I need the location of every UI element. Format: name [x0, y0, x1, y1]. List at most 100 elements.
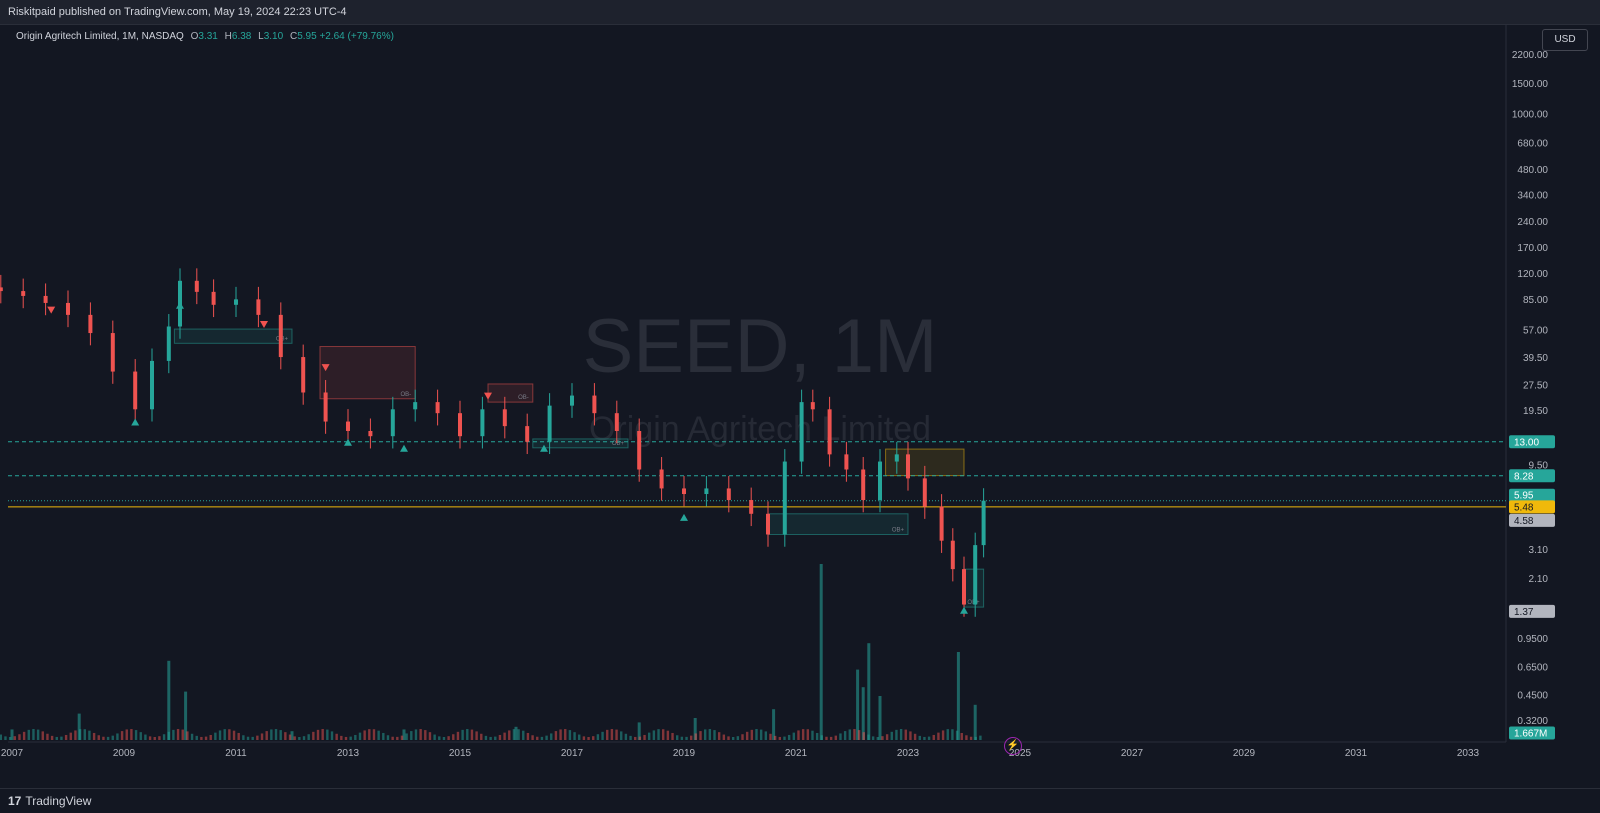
volume-bar — [158, 736, 161, 740]
volume-bar — [78, 729, 82, 740]
price-label-tag — [1509, 726, 1555, 740]
volume-bar — [97, 735, 100, 740]
volume-bar — [890, 731, 893, 740]
volume-bar — [675, 735, 679, 740]
candle-body — [749, 500, 754, 514]
volume-bar — [582, 736, 586, 740]
year-tick: 2025 — [1009, 748, 1032, 759]
volume-bar — [923, 736, 926, 740]
volume-bar — [120, 731, 124, 740]
volume-bar — [885, 734, 889, 740]
volume-bar — [853, 729, 856, 740]
year-tick: 2007 — [1, 748, 24, 759]
volume-bar — [74, 730, 77, 740]
volume-bar — [909, 731, 912, 740]
zone-label: OB+ — [892, 527, 905, 533]
volume-bar — [913, 733, 917, 740]
order-block-zone — [767, 513, 909, 535]
high-label: H — [224, 31, 232, 42]
volume-bar — [167, 731, 170, 740]
watermark-ticker: SEED, 1M — [583, 304, 938, 389]
year-tick: 2031 — [1345, 748, 1368, 759]
candle-body — [637, 430, 642, 470]
volume-bar — [587, 736, 590, 740]
volume-bar — [335, 733, 338, 740]
volume-bar — [8, 736, 12, 740]
candle-body — [766, 513, 770, 535]
symbol-legend[interactable]: Origin Agritech Limited, 1M, NASDAQ O3.3… — [16, 31, 394, 42]
volume-bar — [372, 729, 376, 740]
volume-bar — [876, 736, 879, 740]
candle-body — [194, 280, 199, 292]
volume-bar — [610, 729, 614, 740]
volume-bar — [186, 731, 189, 740]
volume-bar — [447, 736, 450, 740]
volume-bar — [643, 734, 646, 740]
candle-body — [21, 291, 26, 296]
volume-bar — [899, 729, 903, 740]
volume-bar — [302, 736, 306, 740]
candle-body — [166, 326, 171, 361]
volume-bar — [414, 729, 418, 740]
zone-label: OB- — [518, 395, 529, 401]
zone-label: OB- — [401, 392, 412, 398]
volume-bar — [428, 732, 432, 740]
volume-bar — [787, 734, 791, 740]
currency-button[interactable]: USD — [1542, 29, 1588, 51]
candle-body — [592, 395, 597, 414]
volume-bar — [102, 736, 105, 740]
triangle-up-icon — [680, 513, 688, 521]
volume-bar — [218, 730, 222, 740]
volume-bar — [946, 729, 949, 740]
volume-bar — [77, 713, 81, 740]
volume-bar — [456, 731, 460, 740]
price-tick: 9.50 — [1529, 460, 1549, 471]
triangle-up-icon — [400, 444, 408, 452]
volume-bar — [288, 734, 292, 740]
volume-bar — [531, 735, 534, 740]
volume-bar — [391, 736, 394, 740]
price-label-value: 8.28 — [1514, 471, 1534, 482]
candle-body — [861, 469, 866, 501]
volume-bar — [815, 732, 819, 740]
volume-bar — [284, 732, 287, 740]
candle-body — [682, 488, 686, 495]
volume-bar — [340, 735, 343, 740]
volume-bar — [736, 736, 740, 740]
tradingview-logo[interactable]: 17 TradingView — [8, 794, 91, 808]
volume-bar — [820, 735, 824, 740]
volume-bar — [251, 736, 254, 740]
volume-bar — [148, 736, 152, 740]
price-label-tag — [1509, 500, 1555, 514]
volume-bar — [377, 730, 380, 740]
volume-bar — [232, 730, 236, 740]
volume-bar — [540, 736, 544, 740]
volume-bar — [60, 736, 63, 740]
price-label-value: 1.37 — [1514, 607, 1534, 618]
candle-body — [435, 402, 440, 414]
volume-bar — [871, 736, 875, 740]
triangle-down-icon — [260, 321, 268, 329]
volume-bar — [184, 691, 188, 740]
volume-bar — [895, 729, 898, 740]
volume-bar — [442, 736, 446, 740]
lightning-icon[interactable]: ⚡ — [1004, 737, 1022, 755]
volume-bar — [848, 729, 851, 740]
volume-bar — [293, 736, 296, 740]
volume-bar — [386, 735, 390, 740]
candle-body — [704, 488, 709, 495]
volume-bar — [69, 732, 72, 740]
volume-bar — [312, 731, 315, 740]
volume-bar — [741, 734, 744, 740]
year-tick: 2013 — [337, 748, 360, 759]
price-tick: 1500.00 — [1512, 79, 1549, 90]
volume-bar — [344, 736, 348, 740]
volume-bar — [326, 729, 329, 740]
year-tick: 2033 — [1457, 748, 1480, 759]
volume-bar — [867, 734, 870, 740]
volume-bar — [861, 687, 865, 740]
volume-bar — [382, 732, 385, 740]
year-tick: 2017 — [561, 748, 584, 759]
candle-body — [894, 454, 899, 462]
